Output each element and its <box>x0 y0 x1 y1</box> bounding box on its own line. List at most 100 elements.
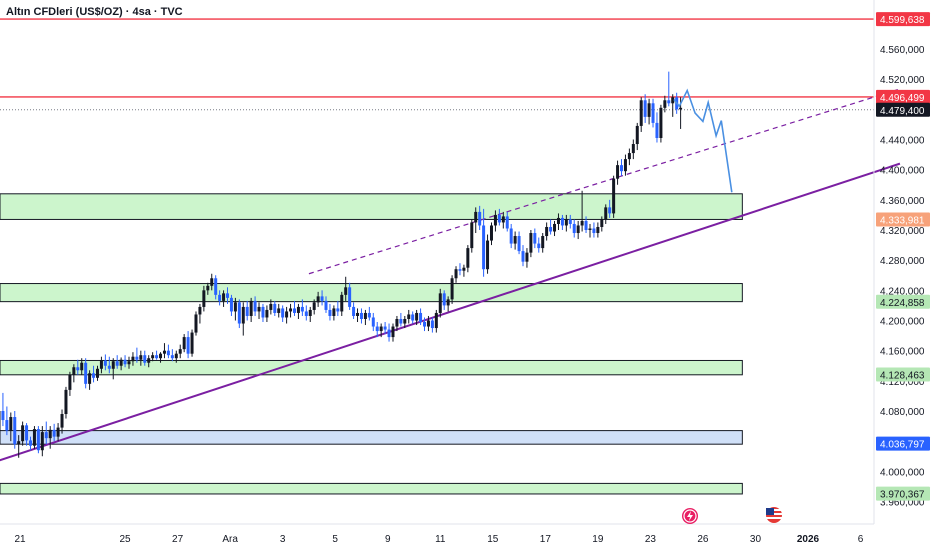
candle <box>403 315 407 329</box>
candle-body <box>277 308 281 313</box>
candle <box>553 220 557 237</box>
candle <box>76 359 80 375</box>
candle <box>159 352 163 363</box>
candle <box>647 98 651 125</box>
time-tick-label: 23 <box>645 534 657 545</box>
price-tick-label: 4.560,000 <box>880 45 925 56</box>
candle <box>454 266 458 283</box>
candle <box>312 299 316 315</box>
candle <box>604 204 608 224</box>
candle-body <box>151 355 155 359</box>
time-tick-label: 30 <box>750 534 762 545</box>
candle-body <box>21 425 25 442</box>
candle-body <box>549 226 553 232</box>
candle <box>95 365 99 381</box>
support-trendline <box>0 162 901 462</box>
candle-body <box>257 306 261 312</box>
candle-body <box>667 100 671 104</box>
candle-body <box>25 425 29 441</box>
candle <box>60 409 64 434</box>
candle <box>576 220 580 240</box>
candle-body <box>312 302 316 310</box>
candle-body <box>470 222 474 249</box>
support-zones <box>0 193 743 495</box>
candle-body <box>320 296 324 301</box>
candle-body <box>639 100 643 126</box>
candle <box>423 317 427 332</box>
candle-body <box>556 217 560 224</box>
candle-body <box>572 223 576 234</box>
candle-body <box>462 267 466 271</box>
candle <box>442 290 446 310</box>
candle-body <box>233 302 237 312</box>
candle-body <box>336 308 340 312</box>
candle-body <box>501 216 505 223</box>
price-tick-label: 4.280,000 <box>880 256 925 267</box>
candle-body <box>289 308 293 312</box>
candle <box>21 421 25 446</box>
candle <box>537 237 541 253</box>
candle <box>9 412 13 442</box>
candle-body <box>580 220 584 226</box>
candle <box>529 230 533 258</box>
candle-body <box>486 240 490 270</box>
candle-body <box>273 303 277 313</box>
candle-body <box>226 293 230 298</box>
candle <box>292 300 296 316</box>
candle-body <box>324 300 328 310</box>
candle <box>419 308 423 326</box>
candle <box>568 214 572 229</box>
candle-body <box>517 236 521 252</box>
candle <box>470 219 474 253</box>
time-axis[interactable]: 21 25 27 Ara 3 5 9 11 15 17 19 23 26 30 2026 6 <box>0 523 874 545</box>
candle-body <box>68 374 72 390</box>
candle <box>375 322 379 338</box>
candle-body <box>115 361 119 366</box>
candle <box>608 199 612 218</box>
candle <box>182 334 186 353</box>
candle <box>655 112 659 143</box>
candle <box>525 248 529 268</box>
candle <box>5 406 9 436</box>
candle <box>174 350 178 363</box>
candle-body <box>379 326 383 332</box>
candle-body <box>423 322 427 327</box>
candle-body <box>80 362 84 371</box>
projection-line <box>673 88 733 193</box>
us-flag-icon[interactable] <box>766 507 782 523</box>
candle-body <box>99 360 103 369</box>
candle <box>127 356 131 369</box>
candle <box>178 344 182 359</box>
candle <box>202 285 206 312</box>
candle <box>170 349 174 362</box>
price-label-box <box>876 436 930 451</box>
candle <box>273 300 277 316</box>
candle <box>541 233 545 253</box>
price-tick-label: 4.000,000 <box>880 467 925 478</box>
candle <box>115 355 119 369</box>
candle <box>186 331 190 359</box>
lightning-icon[interactable] <box>682 508 698 524</box>
candle-body <box>249 300 253 316</box>
candle <box>68 371 72 396</box>
candle <box>627 148 631 166</box>
candle <box>84 358 88 389</box>
candle <box>336 300 340 316</box>
candle <box>40 426 44 457</box>
candle-body <box>316 296 320 303</box>
candle-body <box>72 367 76 375</box>
price-label: 4.333,981 <box>880 215 925 226</box>
candle-body <box>434 312 438 329</box>
price-tick-label: 4.440,000 <box>880 136 925 147</box>
candle <box>359 308 363 324</box>
candle-body <box>84 362 88 384</box>
candle-body <box>588 228 592 230</box>
candle <box>29 436 33 451</box>
candle-body <box>367 312 371 318</box>
candle <box>356 308 360 323</box>
candle-body <box>616 165 620 179</box>
price-tick-label: 4.520,000 <box>880 75 925 86</box>
candle-body <box>52 429 56 437</box>
candle <box>123 355 127 368</box>
